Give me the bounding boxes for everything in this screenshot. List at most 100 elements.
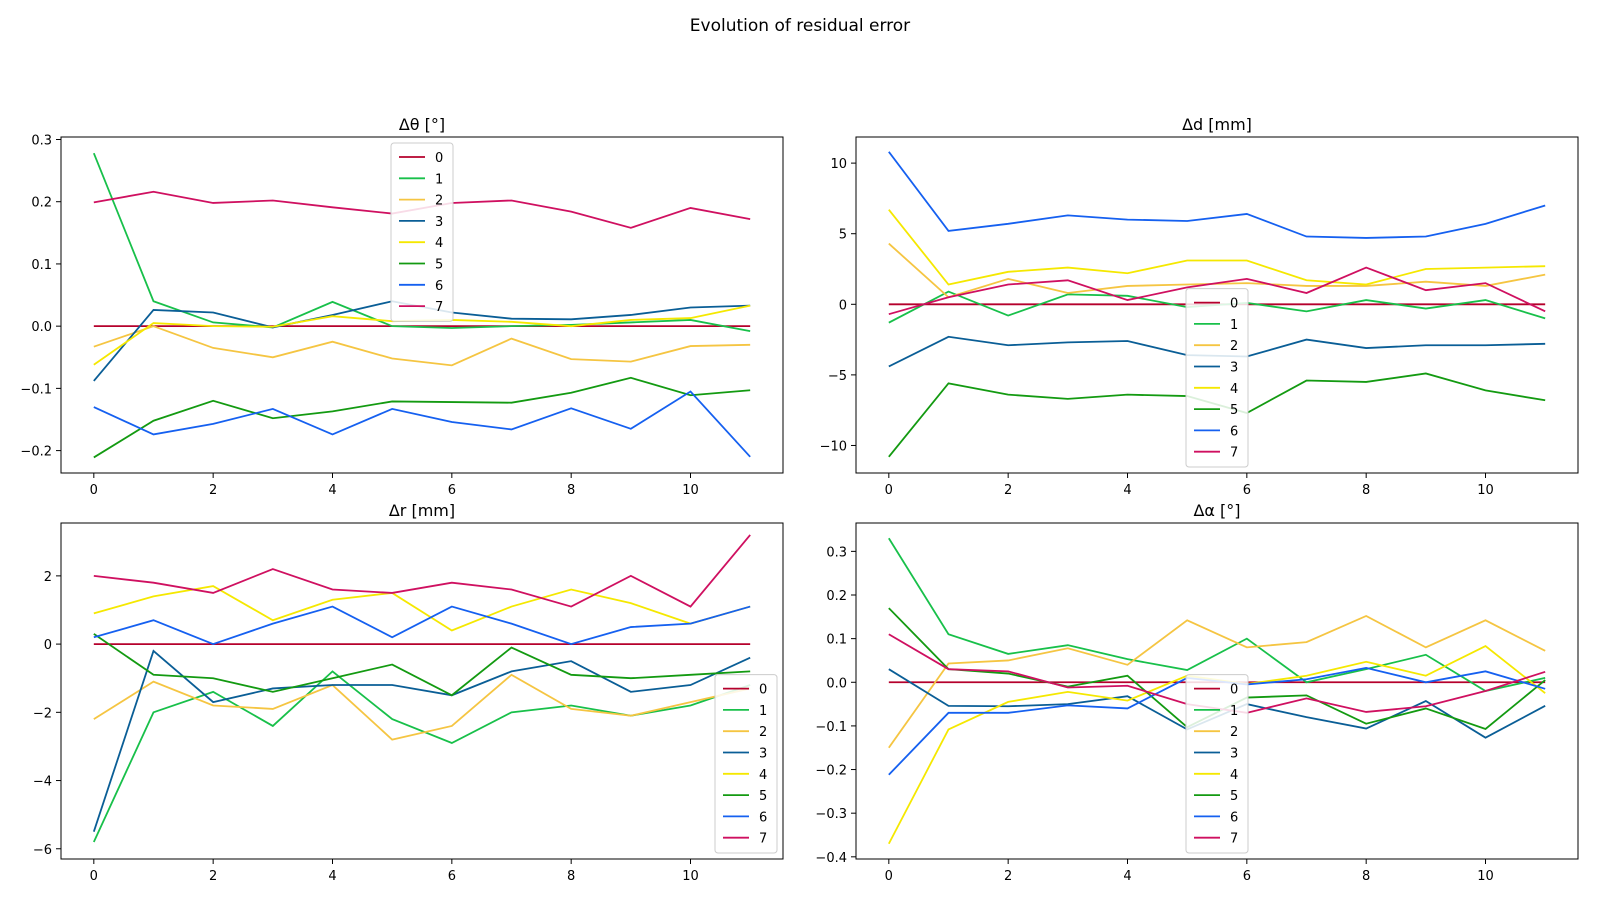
legend-entry: 5 [435, 258, 443, 273]
x-tick-label: 0 [90, 869, 98, 884]
series-line-5 [93, 633, 751, 697]
legend-entry: 3 [759, 747, 767, 762]
y-tick-label: −0.4 [815, 851, 847, 866]
y-tick-label: −0.2 [815, 764, 847, 779]
x-tick-label: 6 [448, 869, 456, 884]
y-tick-label: 0 [44, 638, 52, 653]
legend-entry: 2 [759, 725, 767, 740]
legend-entry: 5 [1230, 403, 1238, 418]
x-tick-label: 2 [1004, 869, 1012, 884]
axes-frame [855, 136, 1579, 474]
legend-entry: 3 [1230, 361, 1238, 376]
series-line-2 [93, 325, 751, 367]
x-tick-label: 0 [885, 483, 893, 498]
legend-entry: 2 [435, 194, 443, 209]
series-line-2 [93, 673, 751, 741]
legend-entry: 4 [1230, 382, 1238, 397]
y-tick-label: −4 [33, 775, 52, 790]
series-line-1 [888, 537, 1546, 692]
x-tick-label: 8 [1362, 483, 1370, 498]
series-line-4 [93, 585, 751, 632]
y-tick-label: −10 [820, 439, 847, 454]
y-tick-label: 0.1 [31, 258, 52, 273]
x-tick-label: 2 [209, 483, 217, 498]
x-tick-label: 10 [1477, 869, 1494, 884]
x-tick-label: 4 [328, 483, 336, 498]
y-tick-label: 0.0 [826, 676, 847, 691]
series-line-7 [888, 266, 1546, 316]
legend-entry: 1 [1230, 704, 1238, 719]
x-tick-label: 8 [567, 869, 575, 884]
y-tick-label: 0.2 [31, 196, 52, 211]
legend-entry: 7 [1230, 832, 1238, 847]
y-tick-label: 0.0 [31, 320, 52, 335]
x-tick-label: 4 [1123, 483, 1131, 498]
subplot-3: Δα [°]0 2 4 6 8 10−0.4−0.3−0.2−0.10.00.10.20.… [815, 501, 1579, 884]
x-tick-label: 10 [1477, 483, 1494, 498]
y-tick-label: −2 [33, 706, 52, 721]
series-line-6 [93, 605, 751, 646]
legend-box [1185, 288, 1249, 468]
y-tick-label: −0.1 [20, 382, 52, 397]
x-tick-label: 8 [1362, 869, 1370, 884]
legend-entry: 0 [435, 151, 443, 166]
legend: 0 1 2 3 4 5 6 7 [390, 142, 454, 322]
subplot-title: Δθ [°] [399, 115, 445, 134]
subplot-0: Δθ [°] 0 2 4 6 8 10 −0.2 −0.1 0.0 0.1 0.2 0.3 0 1 2 3 4 5 6… [20, 115, 784, 498]
series-line-6 [888, 151, 1546, 239]
y-tick-label: −0.3 [815, 807, 847, 822]
x-tick-label: 2 [209, 869, 217, 884]
y-tick-label: 0.1 [826, 633, 847, 648]
legend-entry: 0 [759, 683, 767, 698]
y-tick-label: 0 [839, 298, 847, 313]
legend-entry: 4 [435, 236, 443, 251]
legend-entry: 2 [1230, 339, 1238, 354]
y-tick-label: −6 [33, 843, 52, 858]
x-tick-label: 2 [1004, 483, 1012, 498]
subplot-title: Δr [mm] [389, 501, 455, 520]
legend-entry: 2 [1230, 725, 1238, 740]
legend: 0 1 2 3 4 5 6 7 [1185, 288, 1249, 468]
x-tick-label: 8 [567, 483, 575, 498]
x-tick-label: 6 [1243, 483, 1251, 498]
y-tick-label: −0.1 [815, 720, 847, 735]
legend-box [1185, 674, 1249, 854]
legend-entry: 7 [435, 300, 443, 315]
series-line-6 [93, 390, 751, 458]
x-tick-label: 4 [328, 869, 336, 884]
axes-frame [855, 522, 1579, 860]
subplot-2: Δr [mm] 0 2 4 6 8 10 −6 −4 −2 0 2 0 1 2 3 4 5 6 7 [33, 501, 784, 884]
series-line-4 [888, 209, 1546, 286]
subplot-title: Δα [°] [1193, 501, 1240, 520]
y-tick-label: 5 [839, 228, 847, 243]
legend-entry: 0 [1230, 297, 1238, 312]
legend-entry: 7 [1230, 446, 1238, 461]
legend-entry: 5 [1230, 789, 1238, 804]
y-tick-label: 0.3 [826, 545, 847, 560]
legend-entry: 5 [759, 789, 767, 804]
legend-entry: 1 [759, 704, 767, 719]
series-line-7 [93, 534, 751, 608]
legend: 0 1 2 3 4 5 6 7 [714, 674, 778, 854]
legend-entry: 1 [435, 172, 443, 187]
x-tick-label: 0 [90, 483, 98, 498]
legend-entry: 4 [759, 768, 767, 783]
figure-title: Evolution of residual error [690, 16, 910, 36]
axes-frame [60, 136, 784, 474]
y-tick-label: 2 [44, 570, 52, 585]
y-tick-label: 0.2 [826, 589, 847, 604]
legend-entry: 6 [435, 279, 443, 294]
x-tick-label: 4 [1123, 869, 1131, 884]
x-tick-label: 6 [448, 483, 456, 498]
y-tick-label: 10 [830, 157, 847, 172]
subplot-title: Δd [mm] [1182, 115, 1252, 134]
legend-entry: 1 [1230, 318, 1238, 333]
x-tick-label: 6 [1243, 869, 1251, 884]
legend-entry: 4 [1230, 768, 1238, 783]
legend-box [714, 674, 778, 854]
y-tick-label: 0.3 [31, 133, 52, 148]
x-tick-label: 10 [682, 869, 699, 884]
series-line-1 [92, 152, 751, 333]
legend-entry: 3 [435, 215, 443, 230]
